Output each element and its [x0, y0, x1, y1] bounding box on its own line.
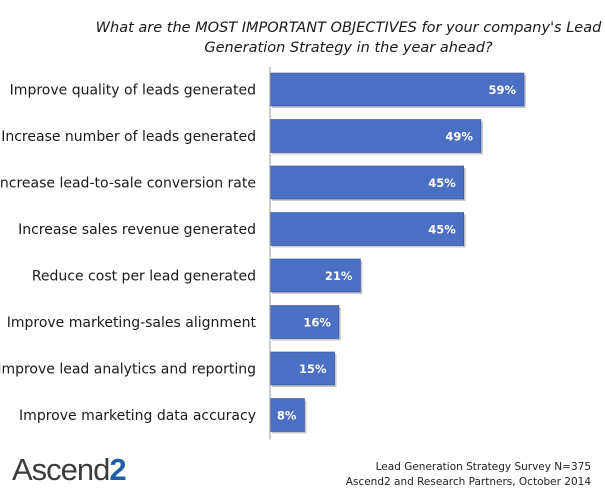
bar-8 [269, 398, 305, 432]
logo-accent: 2 [109, 452, 126, 487]
bar-7 [269, 351, 335, 386]
category-label: Improve marketing data accuracy [19, 408, 256, 424]
bar-1 [269, 72, 525, 107]
value-label: 15% [299, 362, 327, 376]
category-label: Increase sales revenue generated [18, 222, 256, 238]
value-label: 59% [488, 83, 516, 97]
chart-title-line-2: Generation Strategy in the year ahead? [204, 40, 493, 56]
category-label: Increase lead-to-sale conversion rate [0, 176, 256, 192]
bar-5 [269, 258, 361, 293]
bar-6 [269, 305, 340, 339]
category-label: Improve marketing-sales alignment [7, 315, 257, 331]
logo-text: Ascend [12, 452, 110, 487]
value-label: 16% [303, 316, 331, 330]
value-label: 21% [325, 269, 353, 283]
bar-3 [269, 165, 465, 200]
value-label: 45% [428, 223, 456, 237]
source-note: Lead Generation Strategy Survey N=375 As… [346, 460, 591, 490]
bar-4 [269, 212, 465, 246]
ascend2-logo: Ascend2 [12, 452, 127, 488]
chart-title-line-1: What are the MOST IMPORTANT OBJECTIVES f… [95, 20, 602, 36]
source-line-1: Lead Generation Strategy Survey N=375 [375, 461, 591, 473]
category-label: Improve quality of leads generated [10, 83, 256, 99]
value-label: 49% [445, 130, 473, 144]
category-label: Improve lead analytics and reporting [0, 362, 256, 378]
value-label: 45% [428, 176, 456, 190]
category-label: Reduce cost per lead generated [32, 269, 256, 285]
category-label: Increase number of leads generated [1, 129, 256, 145]
source-line-2: Ascend2 and Research Partners, October 2… [345, 476, 591, 488]
value-label: 8% [277, 409, 297, 423]
chart-title: What are the MOST IMPORTANT OBJECTIVES f… [0, 18, 605, 58]
